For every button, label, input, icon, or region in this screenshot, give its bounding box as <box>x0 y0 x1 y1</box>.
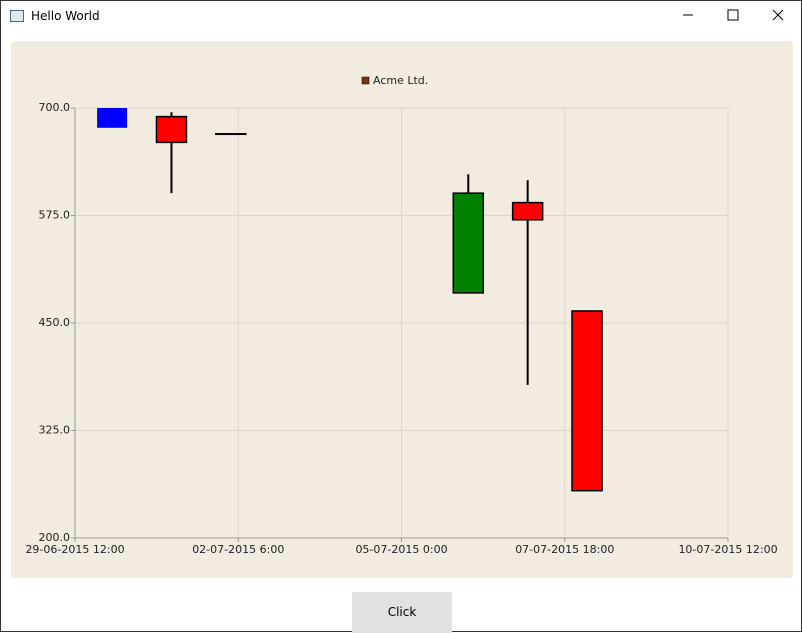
candle-body <box>511 201 544 221</box>
candle-body <box>452 192 485 294</box>
app-icon <box>10 10 24 22</box>
y-tick-label: 575.0 <box>39 209 71 222</box>
click-button[interactable]: Click <box>352 592 452 633</box>
y-tick-label: 325.0 <box>39 424 71 437</box>
legend-label: Acme Ltd. <box>373 74 428 87</box>
candle-body <box>97 108 128 128</box>
maximize-button[interactable] <box>723 5 743 25</box>
y-tick-label: 200.0 <box>39 531 71 544</box>
y-tick-label: 700.0 <box>39 101 71 114</box>
legend-marker <box>361 76 370 85</box>
x-tick-label: 10-07-2015 12:00 <box>678 543 777 556</box>
x-tick-label: 02-07-2015 6:00 <box>192 543 284 556</box>
y-tick-label: 450.0 <box>39 316 71 329</box>
chart: 200.0 325.0 450.0 575.0 700.0 29-06-2015 12:0… <box>11 41 793 578</box>
title-bar: Hello World <box>1 1 801 31</box>
window-title: Hello World <box>31 9 100 23</box>
x-tick-label: 05-07-2015 0:00 <box>355 543 447 556</box>
candle-body <box>215 133 247 136</box>
minimize-button[interactable] <box>678 5 698 25</box>
x-tick-label: 29-06-2015 12:00 <box>25 543 124 556</box>
x-tick-label: 07-07-2015 18:00 <box>515 543 614 556</box>
candle-body <box>155 115 188 144</box>
candle-body <box>571 310 603 492</box>
close-button[interactable] <box>768 5 788 25</box>
